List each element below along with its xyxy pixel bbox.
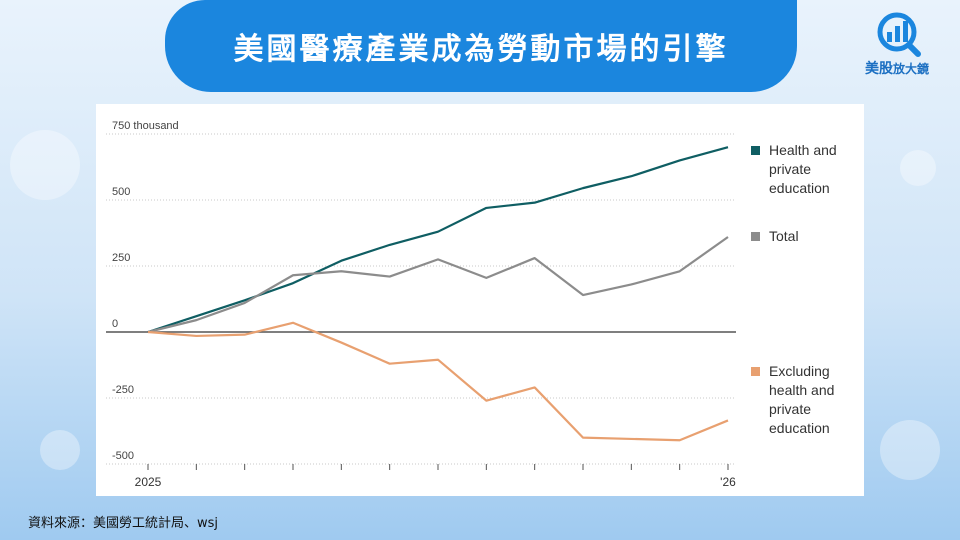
legend-label: private <box>769 401 811 417</box>
legend-swatch <box>751 367 760 376</box>
decor-bokeh <box>40 430 80 470</box>
source-note: 資料來源：美國勞工統計局、wsj <box>28 516 219 531</box>
series-line-2 <box>147 321 729 442</box>
brand-logo: 美股放大鏡 <box>842 10 952 80</box>
legend-label: health and <box>769 382 834 398</box>
decor-bokeh <box>900 150 936 186</box>
decor-bokeh <box>10 130 80 200</box>
legend-label: education <box>769 420 830 436</box>
legend-label: private <box>769 161 811 177</box>
chart-panel: 750 thousand 500 250 0 -250 -500 2025 '26 Health… <box>96 104 864 496</box>
legend-label: Total <box>769 228 799 244</box>
legend-label: Excluding <box>769 363 830 379</box>
y-tick-label: -250 <box>112 384 134 396</box>
legend-label: education <box>769 180 830 196</box>
magnifier-chart-icon <box>877 12 921 57</box>
series-line-0 <box>147 146 729 334</box>
brand-name: 美股放大鏡 <box>842 58 952 78</box>
x-tick-label: 2025 <box>135 475 162 489</box>
y-tick-label: 0 <box>112 318 118 330</box>
brand-name-tagline: 放大鏡 <box>892 62 929 76</box>
y-tick-label: 750 thousand <box>112 120 179 132</box>
legend-label: Health and <box>769 142 837 158</box>
y-tick-label: 250 <box>112 252 130 264</box>
page-title: 美國醫療產業成為勞動市場的引擎 <box>233 32 729 67</box>
line-chart: 750 thousand 500 250 0 -250 -500 2025 '26 Health… <box>106 120 837 489</box>
series-line-1 <box>147 236 729 334</box>
brand-name-main: 美股 <box>864 61 893 77</box>
legend-swatch <box>751 146 760 155</box>
decor-bokeh <box>880 420 940 480</box>
x-tick-label: '26 <box>720 475 736 489</box>
legend-swatch <box>751 232 760 241</box>
y-tick-label: -500 <box>112 450 134 462</box>
y-tick-label: 500 <box>112 186 130 198</box>
title-banner: 美國醫療產業成為勞動市場的引擎 <box>165 0 797 92</box>
